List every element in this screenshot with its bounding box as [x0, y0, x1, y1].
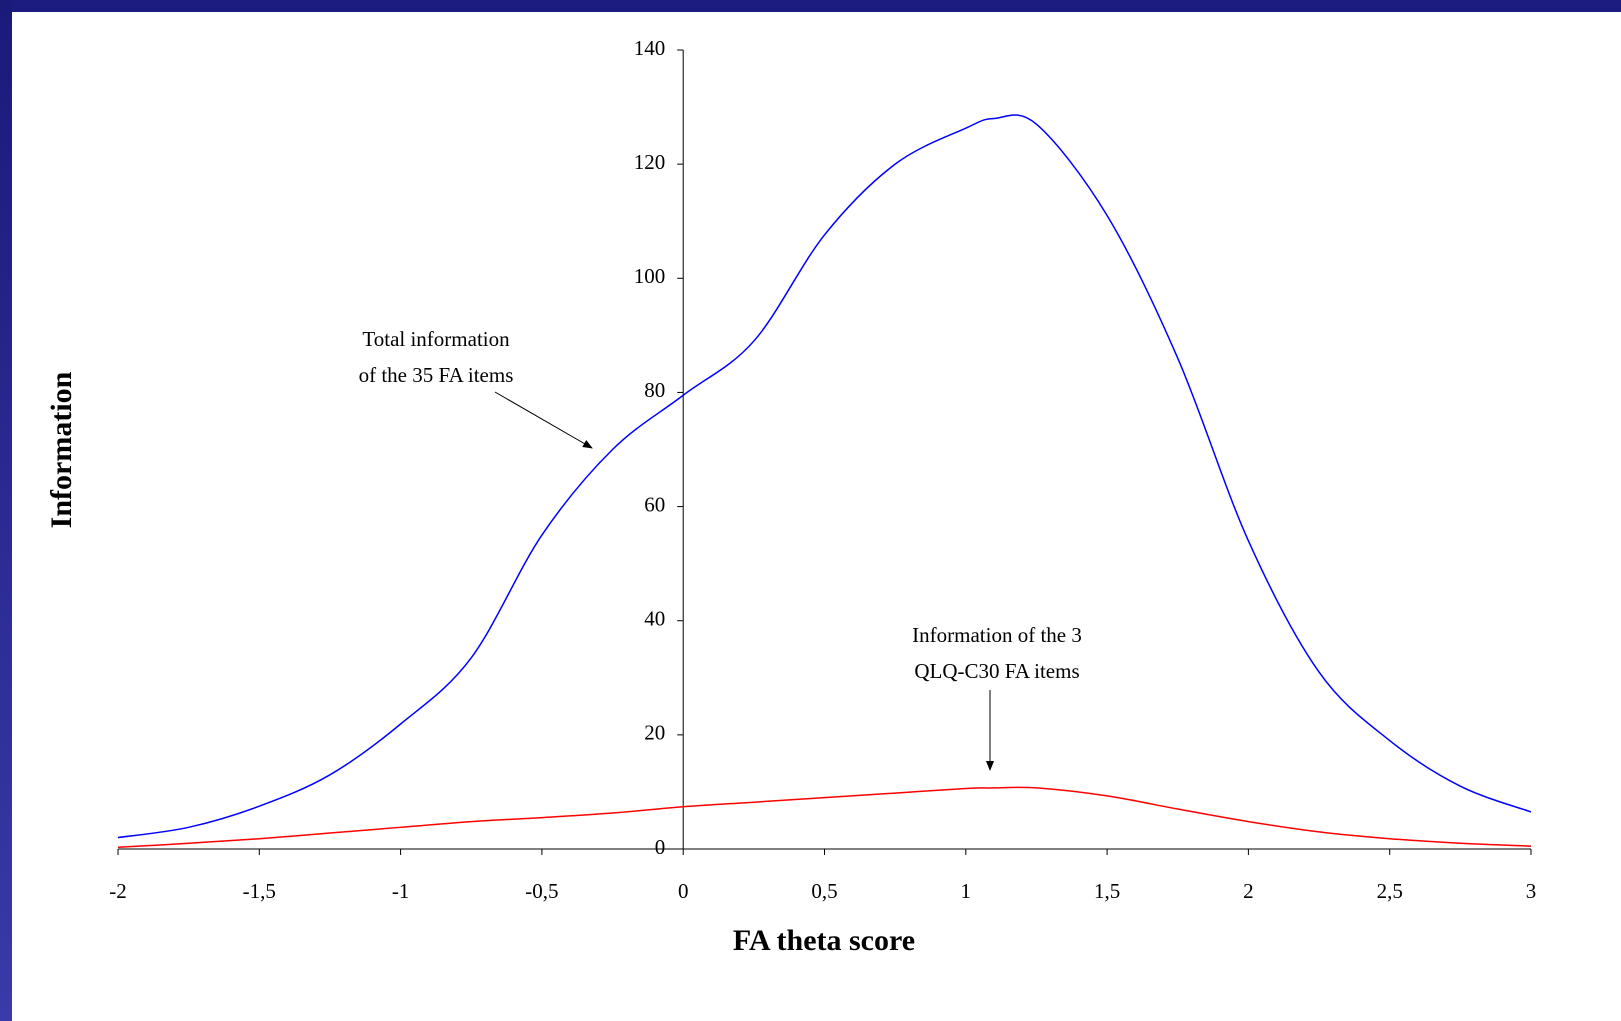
- annotation: QLQ-C30 FA items: [914, 659, 1079, 683]
- series-line: [117, 786, 1532, 849]
- x-tick-label: -0,5: [525, 879, 558, 903]
- series-line: [117, 114, 1532, 839]
- annotation-arrow: [494, 391, 593, 449]
- x-tick-label: -1: [392, 879, 410, 903]
- x-tick-label: 1,5: [1094, 879, 1120, 903]
- y-tick-label: 20: [644, 721, 665, 745]
- y-axis-label: Information: [45, 371, 78, 528]
- top-band: [0, 0, 1621, 12]
- left-band: [0, 0, 12, 1021]
- x-tick-label: -1,5: [243, 879, 276, 903]
- y-tick-label: 60: [644, 492, 665, 516]
- x-axis-label: FA theta score: [733, 924, 915, 957]
- annotation: of the 35 FA items: [359, 363, 514, 387]
- annotation: Total information: [362, 327, 510, 351]
- y-tick-label: 140: [634, 36, 666, 60]
- y-tick-label: 120: [634, 150, 666, 174]
- x-tick-label: 0: [678, 879, 689, 903]
- x-tick-label: 0,5: [811, 879, 837, 903]
- x-tick-label: 2,5: [1377, 879, 1403, 903]
- y-tick-label: 40: [644, 607, 665, 631]
- annotation: Information of the 3: [912, 623, 1082, 647]
- x-tick-label: 3: [1526, 879, 1537, 903]
- y-tick-label: 80: [644, 378, 665, 402]
- x-tick-label: -2: [109, 879, 127, 903]
- y-tick-label: 0: [655, 835, 666, 859]
- x-tick-label: 1: [961, 879, 972, 903]
- x-tick-label: 2: [1243, 879, 1254, 903]
- y-tick-label: 100: [634, 264, 666, 288]
